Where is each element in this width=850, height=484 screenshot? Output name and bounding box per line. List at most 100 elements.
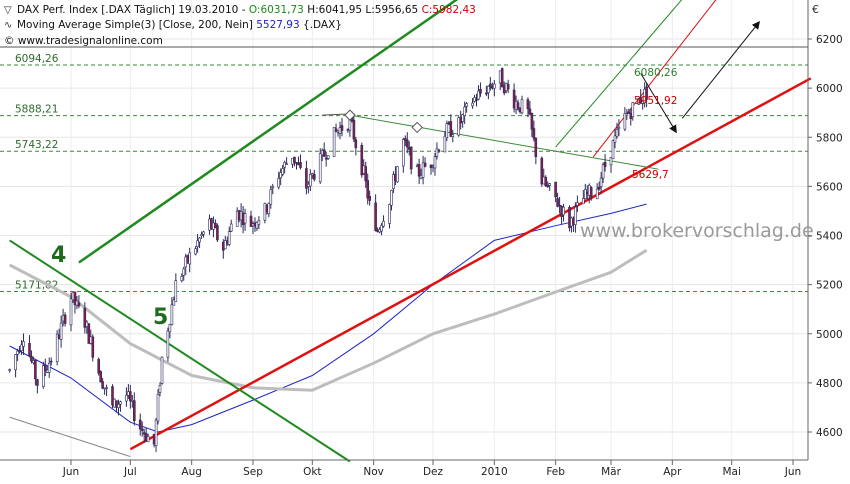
- candle-up: [562, 206, 565, 216]
- candle-down: [500, 68, 504, 88]
- candle-up: [55, 333, 59, 363]
- x-tick-label: Jul: [123, 466, 137, 478]
- candle-down: [299, 162, 302, 168]
- candle-up: [326, 155, 330, 159]
- candle-up: [392, 174, 395, 189]
- candle-down: [87, 323, 91, 344]
- candle-up: [615, 129, 619, 137]
- candle-up: [617, 126, 621, 129]
- candle-up: [131, 400, 134, 402]
- candle-down: [77, 302, 81, 307]
- candle-up: [318, 153, 322, 183]
- trend-line-thin-green-neckline: [349, 114, 659, 170]
- level-label: 5743,22: [15, 139, 58, 151]
- candle-up: [71, 292, 75, 301]
- ma-suffix: {.DAX}: [300, 19, 342, 31]
- y-axis: 4600 4800 5000 5200 5400 5600 5800 6000 6200: [808, 34, 843, 439]
- candle-down: [546, 185, 550, 188]
- header-line-2: ∿ Moving Average Simple(3) [Close, 200, …: [4, 19, 342, 31]
- x-tick-label: Aug: [181, 466, 202, 478]
- candle-down: [216, 225, 219, 241]
- candle-up: [583, 189, 587, 199]
- candle-up: [332, 127, 336, 157]
- candle-down: [360, 145, 364, 176]
- candle-up: [180, 276, 184, 281]
- candle-down: [352, 119, 356, 140]
- candle-down: [364, 166, 368, 182]
- candle-up: [457, 117, 461, 136]
- candle-up: [487, 85, 490, 93]
- candle-up: [41, 365, 45, 388]
- candle-down: [405, 139, 409, 148]
- candle-up: [158, 384, 162, 393]
- candle-up: [59, 322, 63, 340]
- diamond-marker: [411, 121, 423, 134]
- candle-up: [421, 162, 425, 178]
- candle-up: [451, 134, 455, 137]
- candle-down: [91, 336, 95, 358]
- candle-up: [20, 344, 23, 351]
- candle-up: [196, 240, 199, 247]
- x-tick-label: Mär: [601, 466, 621, 478]
- candle-down: [437, 149, 441, 152]
- y-tick-label: 5800: [816, 132, 843, 144]
- x-tick-label: Apr: [663, 466, 682, 478]
- candle-down: [36, 379, 39, 386]
- candle-up: [154, 419, 158, 446]
- candle-down: [479, 89, 482, 94]
- candle-up: [279, 172, 283, 179]
- candle-down: [305, 168, 308, 189]
- candle-down: [532, 128, 536, 139]
- candle-down: [639, 96, 643, 104]
- projection-arrows: [322, 21, 760, 134]
- candle-down: [133, 400, 136, 422]
- candle-up: [166, 330, 170, 358]
- annotation-label: 4: [51, 243, 66, 268]
- candle-down: [312, 173, 316, 180]
- close-value: C:5982,43: [422, 4, 476, 16]
- candle-up: [269, 189, 273, 205]
- candle-up: [119, 401, 122, 405]
- candle-up: [243, 213, 247, 224]
- trend-line-green-channel-top: [78, 0, 459, 264]
- candle-down: [512, 89, 516, 109]
- candle-up: [212, 222, 215, 230]
- x-tick-label: Jun: [784, 466, 801, 478]
- candle-down: [241, 212, 245, 226]
- y-tick-label: 4800: [816, 378, 843, 390]
- candle-up: [465, 103, 468, 107]
- candle-down: [603, 162, 607, 167]
- candle-up: [170, 304, 174, 325]
- candle-up: [390, 190, 393, 206]
- candle-down: [140, 428, 144, 431]
- candle-up: [461, 114, 465, 122]
- moving-average-gray-line: [9, 248, 648, 392]
- candle-up: [601, 164, 605, 179]
- x-tick-label: Jun: [62, 466, 79, 478]
- candle-up: [382, 220, 385, 227]
- candle-up: [443, 136, 447, 153]
- candle-down: [403, 138, 407, 141]
- moving-averages: [9, 203, 648, 433]
- candle-up: [285, 163, 288, 165]
- candle-up: [257, 220, 261, 225]
- candles: [8, 67, 648, 452]
- candle-up: [229, 223, 233, 232]
- candle-up: [281, 168, 285, 175]
- y-tick-label: 4600: [816, 427, 843, 439]
- candle-down: [249, 215, 253, 227]
- candle-up: [445, 123, 449, 138]
- candle-down: [138, 419, 142, 430]
- annotation-label: 5951,92: [634, 95, 677, 107]
- candle-down: [409, 146, 413, 170]
- arrow-up-right: [681, 21, 760, 119]
- candle-up: [380, 225, 383, 232]
- candle-up: [308, 174, 312, 187]
- candle-up: [69, 298, 73, 326]
- horizontal-levels: 6094,26 5888,21 5743,22 5171,82: [0, 46, 808, 293]
- candle-down: [485, 92, 488, 95]
- candle-up: [463, 106, 466, 116]
- svg-text:Moving Average Simple(3) [Clos: Moving Average Simple(3) [Close, 200, Ne…: [17, 19, 342, 31]
